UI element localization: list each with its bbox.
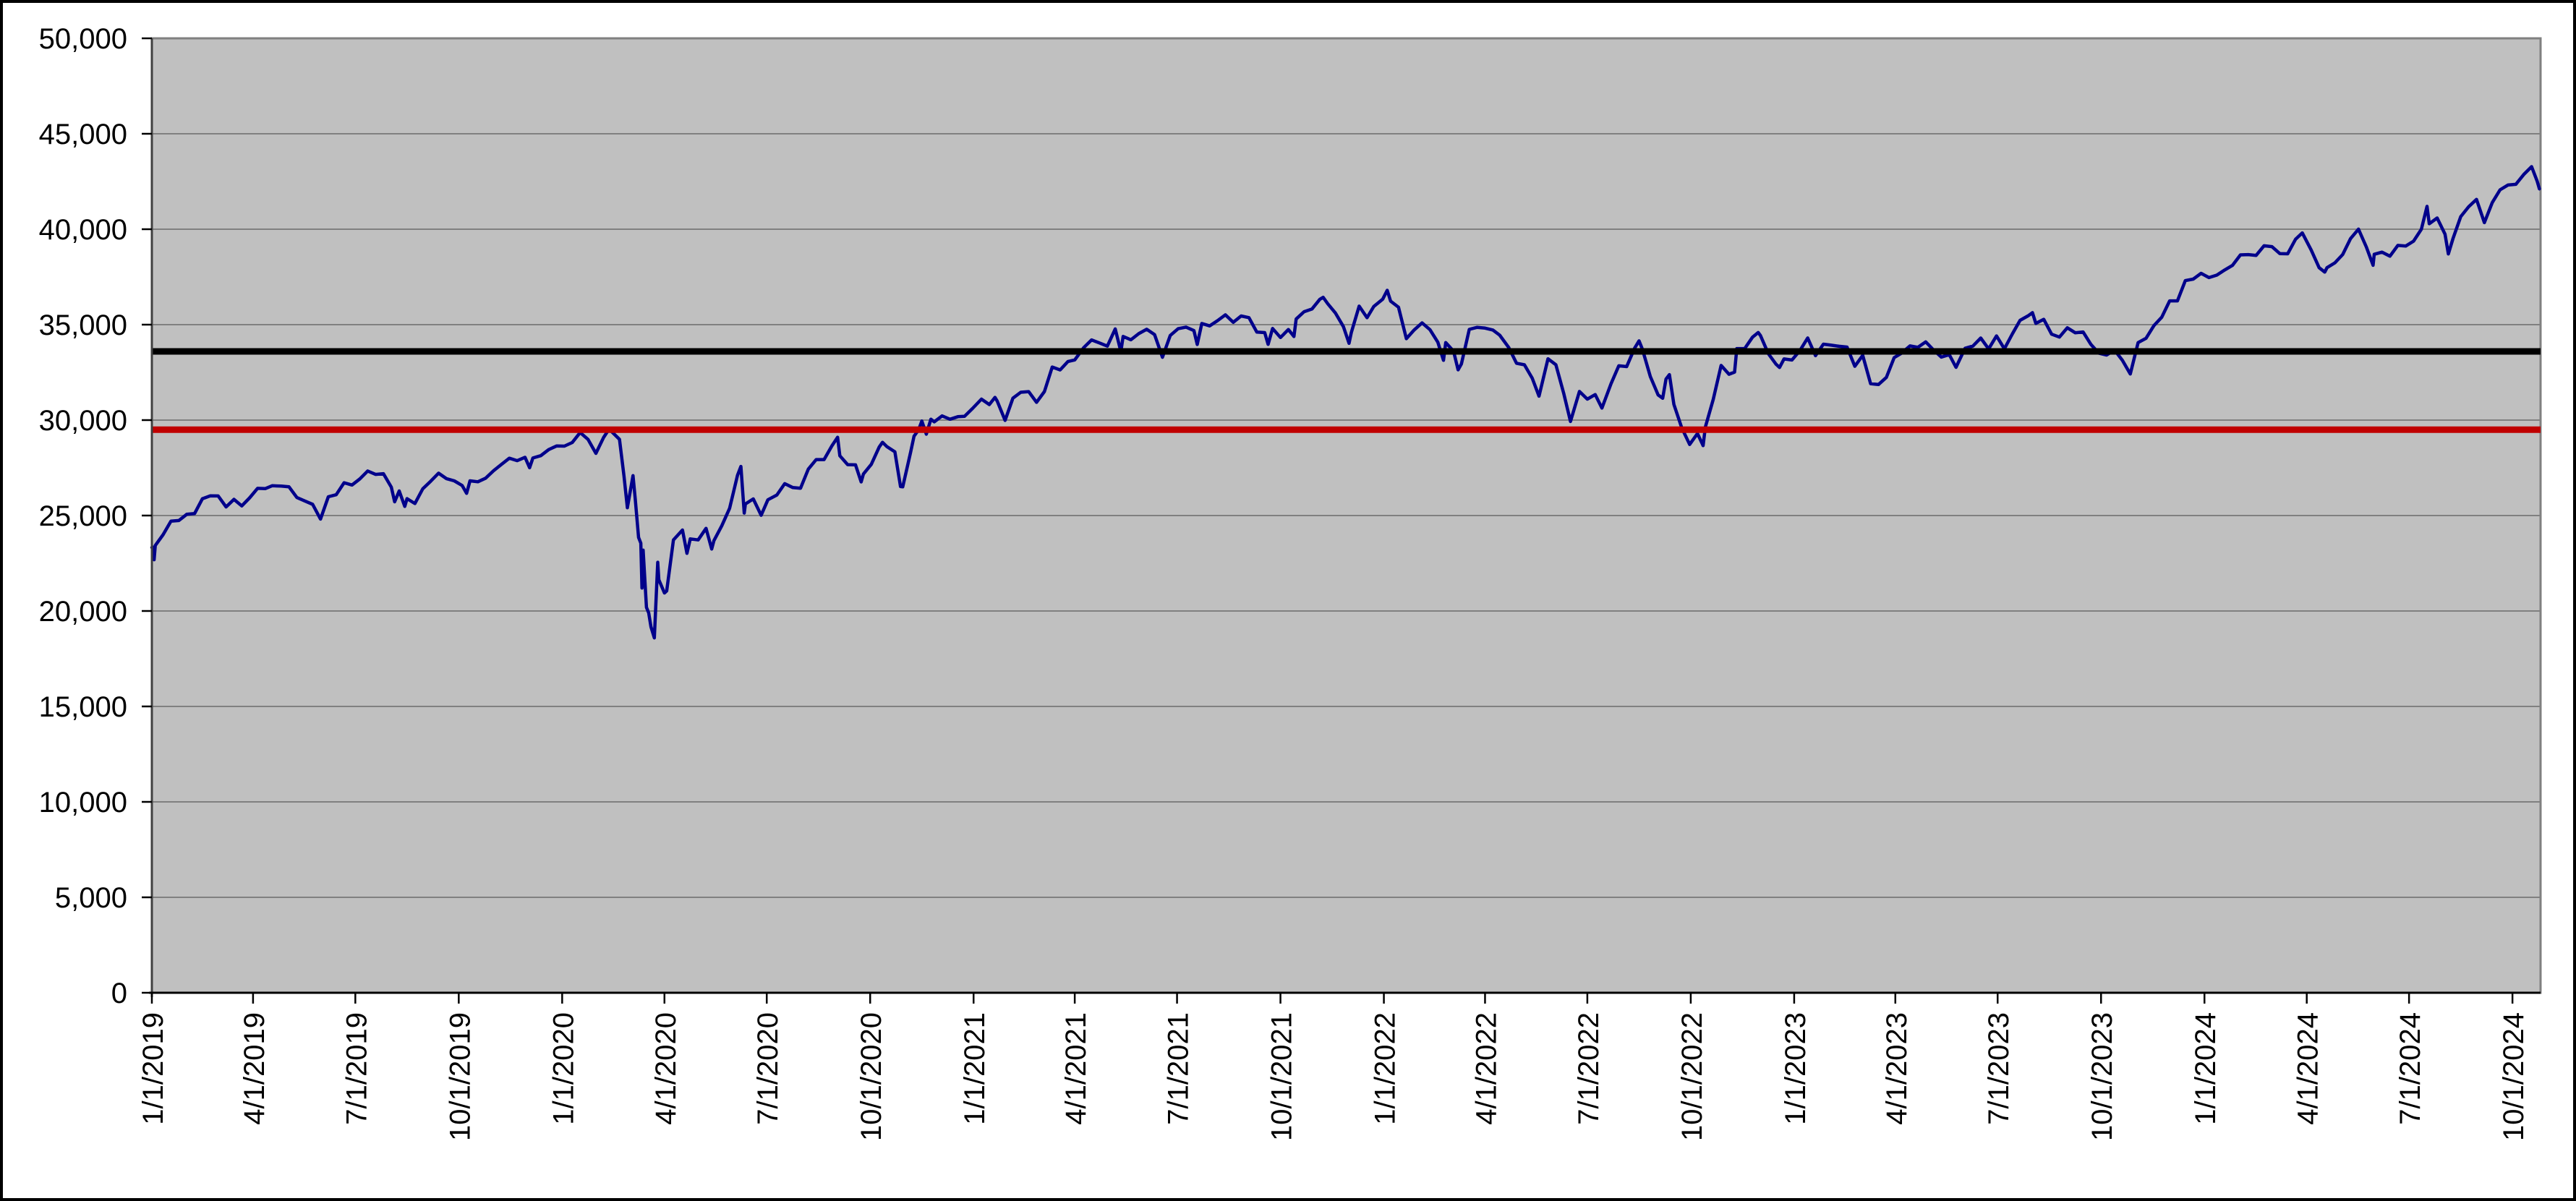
x-tick-label: 4/1/2020	[650, 1012, 682, 1125]
x-tick-label: 4/1/2023	[1881, 1012, 1913, 1125]
x-tick-label: 10/1/2024	[2498, 1012, 2530, 1141]
y-tick-label: 15,000	[39, 691, 127, 723]
x-tick-label: 7/1/2024	[2394, 1012, 2426, 1125]
y-tick-label: 10,000	[39, 787, 127, 819]
y-tick-label: 35,000	[39, 309, 127, 341]
y-tick-label: 50,000	[39, 23, 127, 55]
x-tick-label: 1/1/2021	[959, 1012, 991, 1125]
line-chart: 0 5,000 10,000 15,000 20,000 25,000 30,000 35,0…	[39, 23, 2542, 1141]
gridlines	[150, 37, 2542, 994]
x-tick-label: 7/1/2019	[341, 1012, 372, 1125]
x-tick-label: 7/1/2020	[752, 1012, 784, 1125]
x-tick-label: 4/1/2021	[1060, 1012, 1092, 1125]
y-tick-label: 45,000	[39, 119, 127, 150]
x-tick-label: 10/1/2022	[1676, 1012, 1708, 1141]
x-tick-label: 7/1/2022	[1573, 1012, 1605, 1125]
x-tick-label: 4/1/2022	[1470, 1012, 1502, 1125]
reference-lines	[152, 348, 2541, 433]
x-tick-label: 1/1/2019	[137, 1012, 169, 1125]
y-tick-label: 30,000	[39, 405, 127, 437]
y-tick-label: 0	[111, 978, 127, 1009]
x-tick-label: 10/1/2023	[2086, 1012, 2118, 1141]
x-tick-label: 1/1/2024	[2190, 1012, 2222, 1125]
x-tick-label: 10/1/2021	[1266, 1012, 1298, 1141]
x-tick-label: 1/1/2022	[1370, 1012, 1402, 1125]
x-tick-label: 1/1/2020	[547, 1012, 579, 1125]
x-tick-label: 1/1/2023	[1780, 1012, 1812, 1125]
y-tick-label: 40,000	[39, 214, 127, 246]
y-tick-label: 5,000	[55, 882, 127, 914]
axis-labels: 0 5,000 10,000 15,000 20,000 25,000 30,000 35,0…	[39, 23, 2530, 1141]
x-tick-label: 10/1/2019	[444, 1012, 476, 1141]
y-tick-label: 20,000	[39, 596, 127, 628]
y-tick-label: 25,000	[39, 500, 127, 532]
axes	[142, 37, 2541, 1004]
x-tick-label: 4/1/2024	[2293, 1012, 2324, 1125]
x-tick-label: 4/1/2019	[239, 1012, 270, 1125]
x-tick-label: 10/1/2020	[856, 1012, 887, 1141]
x-tick-label: 7/1/2023	[1983, 1012, 2015, 1125]
x-tick-label: 7/1/2021	[1163, 1012, 1195, 1125]
